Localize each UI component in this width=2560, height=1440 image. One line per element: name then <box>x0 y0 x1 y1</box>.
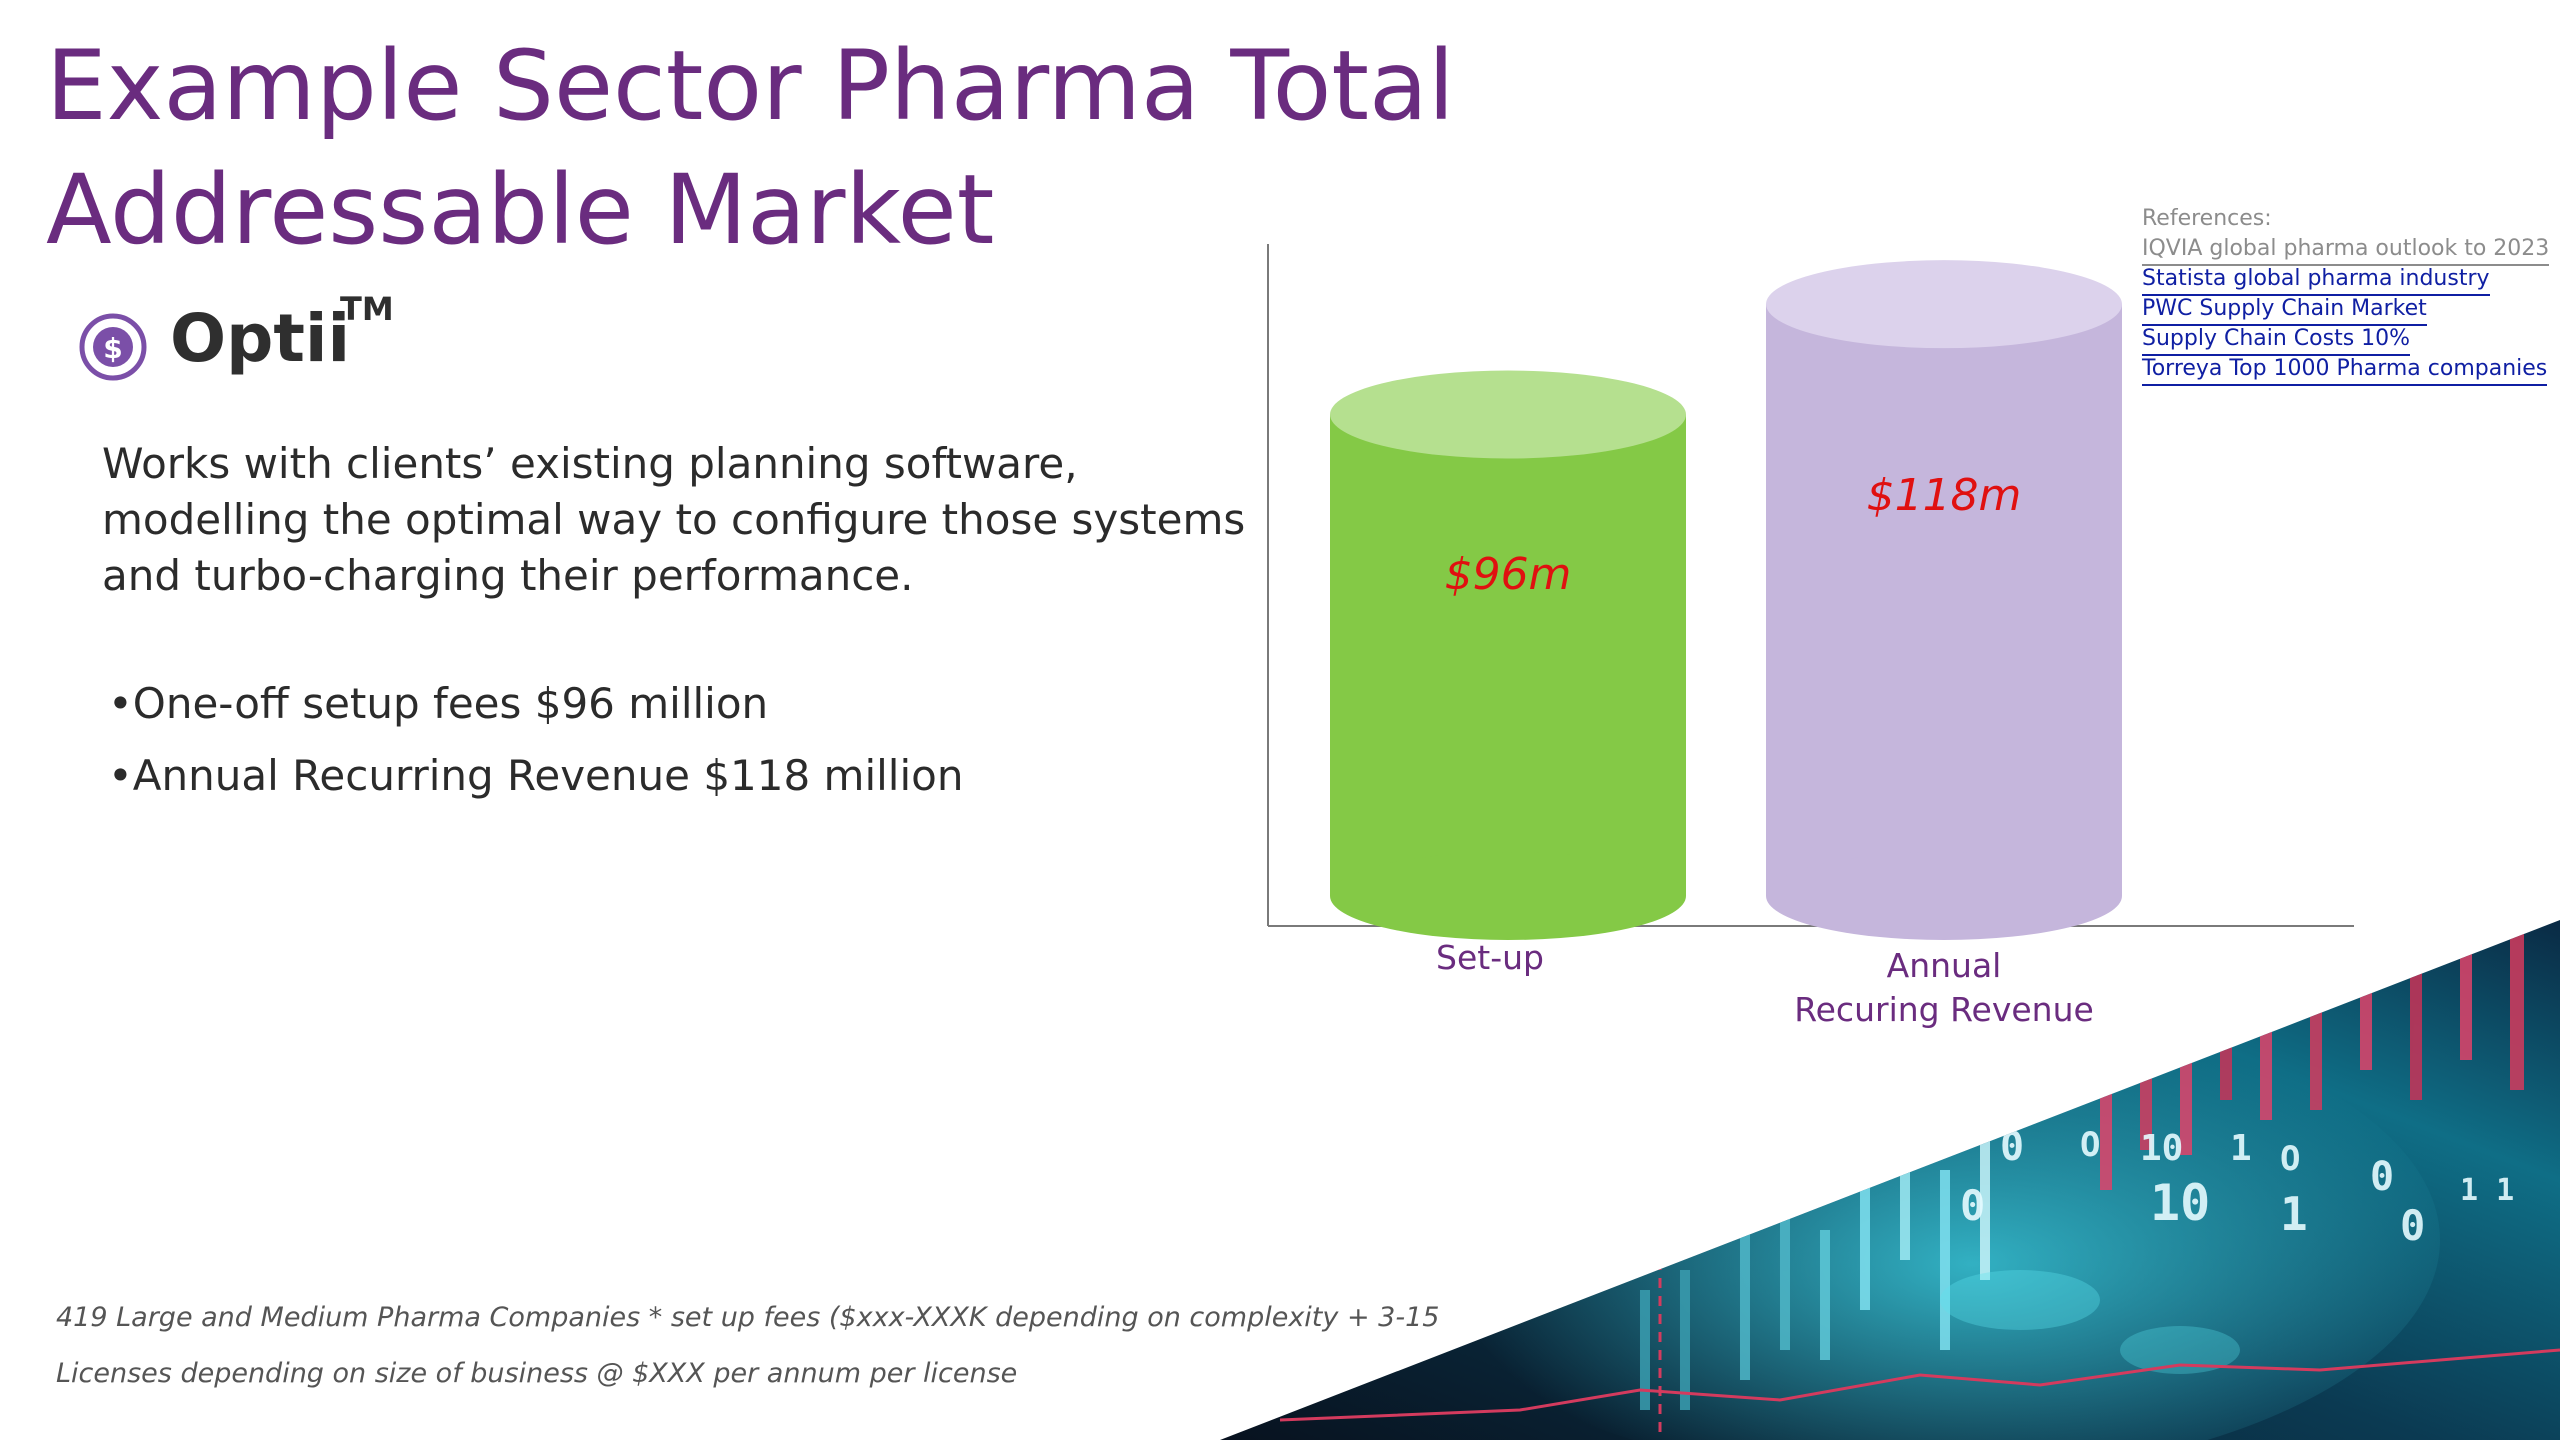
references-block: References: IQVIA global pharma outlook … <box>2142 204 2552 386</box>
reference-link-supply-chain-costs[interactable]: Supply Chain Costs 10% <box>2142 324 2411 356</box>
bar-setup <box>1330 370 1686 940</box>
svg-text:1: 1 <box>2280 1187 2308 1241</box>
trademark-mark: TM <box>340 290 394 328</box>
footnote: 419 Large and Medium Pharma Companies * … <box>56 1290 1456 1402</box>
svg-text:$: $ <box>103 332 122 365</box>
svg-text:0: 0 <box>2400 1201 2425 1250</box>
dollar-coin-icon: $ <box>79 313 147 381</box>
bar-top <box>1766 260 2122 349</box>
references-header: References: <box>2142 206 2272 231</box>
bullet-setup-fees: •One-off setup fees $96 million <box>108 679 769 728</box>
svg-text:0: 0 <box>1960 1181 1985 1230</box>
bar-body <box>1330 414 1686 896</box>
data-label: $118m <box>1866 469 2022 521</box>
data-label: $96m <box>1444 549 1572 601</box>
x-tick-label-line: Recuring Revenue <box>1794 990 2094 1029</box>
x-tick-label-line: Annual <box>1886 946 2002 985</box>
reference-link-torreya[interactable]: Torreya Top 1000 Pharma companies <box>2142 354 2548 386</box>
x-tick-label: Annual Recuring Revenue <box>1744 944 2144 1032</box>
bullet-list: •One-off setup fees $96 million •Annual … <box>108 668 963 812</box>
svg-text:10: 10 <box>2140 1128 2183 1169</box>
bar-body <box>1766 304 2122 897</box>
bar-top <box>1330 370 1686 459</box>
footnote-line-1: 419 Large and Medium Pharma Companies * … <box>56 1302 1440 1333</box>
reference-link-statista[interactable]: Statista global pharma industry <box>2142 264 2490 296</box>
bullet-recurring-revenue: •Annual Recurring Revenue $118 million <box>108 751 964 800</box>
svg-text:1: 1 <box>2230 1128 2252 1169</box>
bar-base <box>1330 852 1686 940</box>
svg-text:O: O <box>2280 1139 2300 1179</box>
product-name: Optii <box>170 300 351 377</box>
svg-text:10: 10 <box>2150 1174 2210 1232</box>
footnote-line-2: Licenses depending on size of business @… <box>56 1358 1018 1389</box>
decorative-data-image: 0 O 10 1 O 0 10 1 0 0 1 1 <box>1220 920 2560 1440</box>
bar-annual-recurring-revenue <box>1766 260 2122 940</box>
svg-text:1 1: 1 1 <box>2460 1173 2514 1208</box>
svg-text:0: 0 <box>2370 1154 2394 1200</box>
svg-text:O: O <box>2080 1125 2100 1165</box>
bar-base <box>1766 852 2122 940</box>
x-tick-label: Set-up <box>1290 936 1690 980</box>
reference-link-iqvia[interactable]: IQVIA global pharma outlook to 2023 <box>2142 234 2550 266</box>
product-description: Works with clients’ existing planning so… <box>102 439 1246 600</box>
reference-link-pwc[interactable]: PWC Supply Chain Market <box>2142 294 2427 326</box>
x-tick-label-line: Set-up <box>1436 938 1544 977</box>
page-title: Example Sector Pharma Total Addressable … <box>46 30 1455 266</box>
